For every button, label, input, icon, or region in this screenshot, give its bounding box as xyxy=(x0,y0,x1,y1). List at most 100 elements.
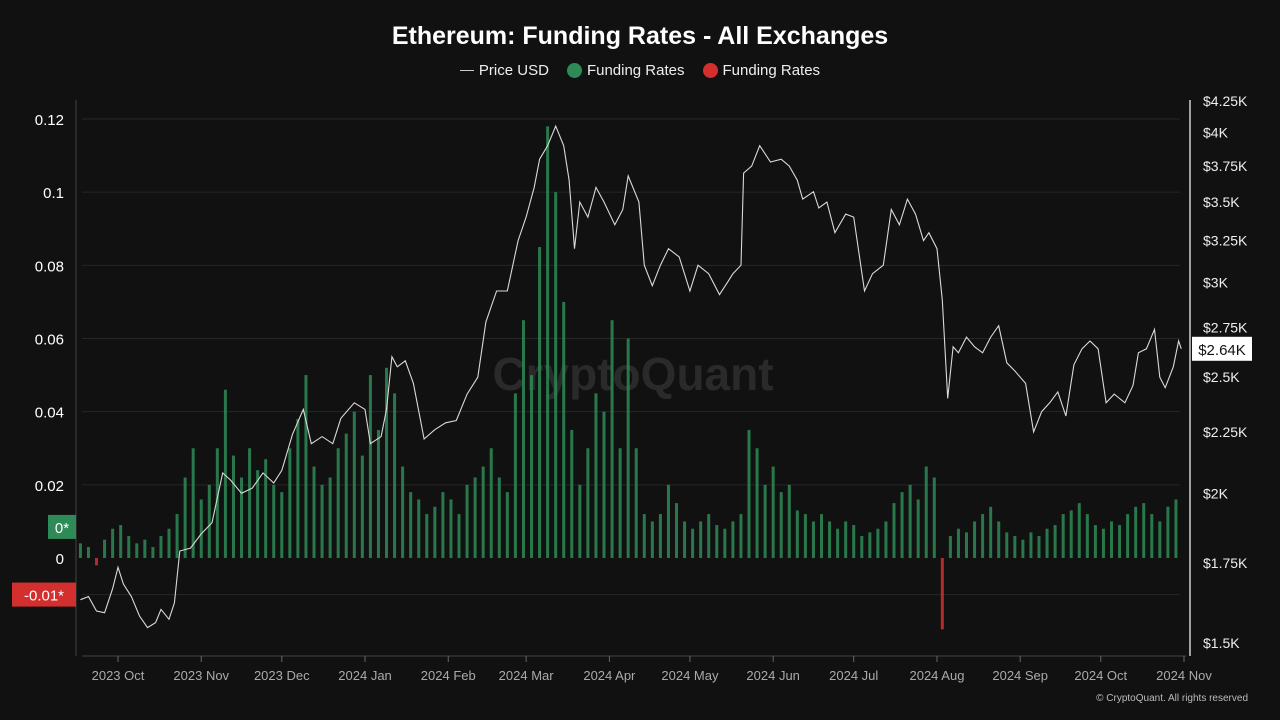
funding-bar-positive xyxy=(763,484,767,558)
x-tick-label: 2023 Nov xyxy=(173,668,229,683)
price-last-badge xyxy=(1192,336,1252,361)
funding-bar-positive xyxy=(103,539,107,558)
funding-bar-positive xyxy=(312,466,316,558)
funding-bar-positive xyxy=(473,477,477,558)
funding-bar-positive xyxy=(876,528,880,558)
x-tick-label: 2024 Jun xyxy=(746,668,800,683)
funding-bar-positive xyxy=(505,492,509,558)
right-tick-label: $2K xyxy=(1203,485,1229,501)
funding-bar-positive xyxy=(578,484,582,558)
funding-bar-positive xyxy=(973,521,977,558)
funding-bar-positive xyxy=(892,503,896,558)
funding-bar-positive xyxy=(304,375,308,558)
funding-bar-positive xyxy=(264,459,268,558)
funding-bar-positive xyxy=(385,367,389,558)
funding-bar-positive xyxy=(497,477,501,558)
funding-bar-positive xyxy=(425,514,429,558)
red-dot-icon xyxy=(702,63,718,78)
funding-bar-positive xyxy=(86,547,90,558)
funding-bar-positive xyxy=(465,484,469,558)
right-tick-label: $4.25K xyxy=(1203,93,1248,109)
funding-bar-positive xyxy=(513,393,517,558)
funding-bar-positive xyxy=(1174,499,1178,558)
left-tick-label: 0 xyxy=(56,551,64,568)
legend-label: Funding Rates xyxy=(586,62,685,79)
funding-bar-positive xyxy=(868,532,872,558)
funding-bar-positive xyxy=(691,528,695,558)
x-tick-label: 2023 Dec xyxy=(254,668,310,683)
funding-bar-negative xyxy=(940,558,944,630)
funding-bar-positive xyxy=(344,433,348,558)
funding-bar-positive xyxy=(272,484,276,558)
funding-bar-positive xyxy=(642,514,646,558)
funding-bar-positive xyxy=(1029,532,1033,558)
legend-item-funding-positive[interactable]: Funding Rates xyxy=(566,62,685,79)
funding-bar-positive xyxy=(602,411,606,558)
funding-bar-positive xyxy=(360,455,364,558)
funding-bar-positive xyxy=(417,499,421,558)
right-tick-label: $3.25K xyxy=(1203,233,1248,249)
funding-bar-positive xyxy=(844,521,848,558)
x-tick-label: 2024 Nov xyxy=(1156,668,1212,683)
funding-bar-positive xyxy=(215,448,219,558)
legend-label: Price USD xyxy=(478,62,549,79)
funding-bar-positive xyxy=(771,466,775,558)
legend-label: Funding Rates xyxy=(722,62,821,79)
copyright: © CryptoQuant. All rights reserved xyxy=(1096,693,1248,704)
price-line xyxy=(80,124,1182,629)
funding-bar-positive xyxy=(594,393,598,558)
funding-bar-positive xyxy=(666,484,670,558)
right-tick-label: $4K xyxy=(1203,125,1229,141)
funding-bar-positive xyxy=(811,521,815,558)
x-tick-label: 2024 Sep xyxy=(992,668,1048,683)
funding-bar-positive xyxy=(1053,525,1057,558)
x-tick-label: 2024 Jul xyxy=(829,668,878,683)
funding-bar-positive xyxy=(240,477,244,558)
funding-bar-positive xyxy=(932,477,936,558)
funding-positive-badge xyxy=(48,514,76,539)
x-tick-label: 2024 Apr xyxy=(583,668,636,683)
x-tick-label: 2024 Mar xyxy=(499,668,555,683)
funding-bar-positive xyxy=(803,514,807,558)
x-tick-label: 2024 May xyxy=(661,668,719,683)
right-tick-label: $3.5K xyxy=(1203,194,1240,210)
funding-bar-positive xyxy=(1037,536,1041,558)
funding-bar-positive xyxy=(916,499,920,558)
funding-bar-positive xyxy=(610,320,614,558)
funding-bar-positive xyxy=(143,539,147,558)
right-tick-label: $2.25K xyxy=(1203,424,1248,440)
funding-bar-positive xyxy=(884,521,888,558)
funding-bar-positive xyxy=(151,547,155,558)
funding-bar-positive xyxy=(159,536,163,558)
funding-bar-positive xyxy=(956,528,960,558)
funding-bar-positive xyxy=(449,499,453,558)
funding-bar-positive xyxy=(989,506,993,558)
legend: Price USD Funding Rates Funding Rates xyxy=(0,62,1280,79)
left-tick-label: 0.1 xyxy=(43,185,64,202)
funding-bar-positive xyxy=(288,448,292,558)
funding-bar-positive xyxy=(433,506,437,558)
funding-bar-positive xyxy=(586,448,590,558)
funding-bar-positive xyxy=(296,418,300,558)
right-tick-label: $3K xyxy=(1203,274,1229,290)
funding-bar-positive xyxy=(183,477,187,558)
legend-item-price[interactable]: Price USD xyxy=(459,62,549,79)
funding-bar-positive xyxy=(256,470,260,558)
funding-bar-positive xyxy=(280,492,284,558)
funding-bar-positive xyxy=(554,192,558,558)
funding-bar-positive xyxy=(1166,506,1170,558)
green-dot-icon xyxy=(566,63,582,78)
funding-bar-positive xyxy=(1077,503,1081,558)
funding-bar-positive xyxy=(1005,532,1009,558)
legend-item-funding-negative[interactable]: Funding Rates xyxy=(702,62,821,79)
funding-bar-positive xyxy=(707,514,711,558)
funding-bar-positive xyxy=(457,514,461,558)
funding-bar-positive xyxy=(981,514,985,558)
funding-bar-positive xyxy=(965,532,969,558)
funding-bar-positive xyxy=(336,448,340,558)
right-tick-label: $2.75K xyxy=(1203,320,1248,336)
funding-bar-positive xyxy=(538,247,542,558)
funding-bar-positive xyxy=(1101,528,1105,558)
funding-bar-positive xyxy=(828,521,832,558)
funding-bar-positive xyxy=(852,525,856,558)
